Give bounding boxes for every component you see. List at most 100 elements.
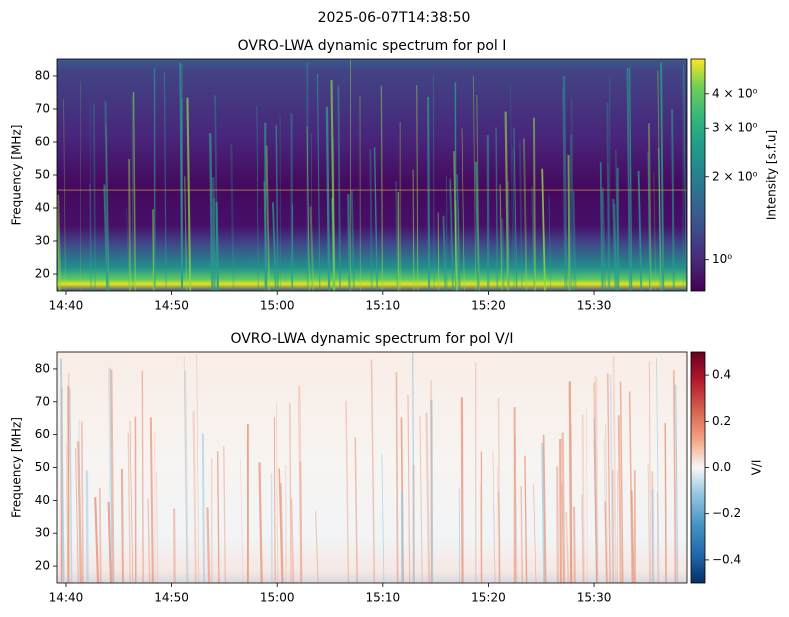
colorbar-tick-label: 2 × 10⁰ bbox=[712, 169, 758, 183]
burst bbox=[524, 455, 528, 583]
burst bbox=[519, 142, 523, 291]
burst bbox=[132, 91, 137, 291]
burst bbox=[265, 145, 271, 291]
burst bbox=[648, 361, 651, 583]
burst bbox=[656, 358, 660, 583]
burst bbox=[380, 85, 384, 291]
bursts bbox=[57, 59, 687, 291]
burst bbox=[345, 400, 350, 583]
burst bbox=[184, 176, 188, 291]
burst bbox=[412, 169, 415, 291]
burst bbox=[306, 62, 309, 291]
burst bbox=[629, 67, 633, 291]
burst bbox=[594, 376, 599, 583]
burst bbox=[316, 73, 321, 291]
y-tick-label: 20 bbox=[35, 267, 50, 281]
burst bbox=[541, 168, 546, 291]
burst bbox=[512, 147, 516, 291]
burst bbox=[407, 395, 411, 583]
y-tick-label: 20 bbox=[35, 559, 50, 573]
burst bbox=[395, 180, 399, 291]
burst bbox=[370, 359, 376, 583]
burst bbox=[567, 155, 571, 291]
burst bbox=[89, 183, 93, 291]
burst bbox=[425, 412, 431, 583]
burst bbox=[647, 151, 651, 291]
x-tick-label: 15:20 bbox=[471, 299, 506, 313]
burst bbox=[298, 385, 303, 583]
x-tick-label: 14:40 bbox=[49, 299, 84, 313]
burst bbox=[562, 75, 568, 291]
colorbar-tick-label: 4 × 10⁰ bbox=[712, 86, 758, 100]
burst bbox=[192, 410, 197, 583]
burst bbox=[616, 167, 620, 291]
burst bbox=[306, 126, 310, 291]
burst bbox=[275, 125, 279, 291]
colorbar-tick-label: 0.4 bbox=[712, 368, 731, 382]
burst bbox=[337, 85, 341, 291]
burst bbox=[256, 106, 259, 291]
panel-title: OVRO-LWA dynamic spectrum for pol V/I bbox=[230, 331, 513, 347]
burst bbox=[653, 172, 657, 291]
burst bbox=[499, 184, 503, 291]
burst bbox=[561, 432, 566, 583]
burst bbox=[581, 494, 584, 583]
y-tick-label: 80 bbox=[35, 68, 50, 82]
burst bbox=[98, 488, 102, 583]
burst bbox=[141, 370, 144, 583]
burst bbox=[475, 161, 480, 291]
x-tick-label: 14:50 bbox=[154, 591, 189, 605]
burst bbox=[325, 106, 331, 291]
burst bbox=[541, 442, 546, 583]
burst bbox=[57, 194, 62, 291]
burst bbox=[416, 85, 419, 291]
burst bbox=[472, 75, 477, 291]
burst bbox=[350, 190, 355, 291]
burst bbox=[77, 441, 83, 583]
burst bbox=[606, 102, 610, 291]
colorbar-label: V/I bbox=[750, 460, 764, 476]
burst bbox=[381, 453, 385, 583]
burst bbox=[419, 415, 423, 583]
burst bbox=[617, 415, 622, 583]
burst bbox=[497, 466, 499, 583]
burst bbox=[586, 409, 588, 583]
burst bbox=[94, 497, 100, 583]
burst bbox=[206, 507, 211, 583]
burst bbox=[628, 391, 634, 583]
burst bbox=[507, 180, 510, 291]
burst bbox=[103, 184, 109, 291]
burst bbox=[437, 212, 440, 291]
burst bbox=[683, 65, 687, 291]
burst bbox=[212, 198, 217, 291]
burst bbox=[280, 483, 284, 583]
burst bbox=[548, 195, 552, 291]
burst bbox=[63, 99, 66, 291]
burst bbox=[607, 373, 611, 583]
burst bbox=[604, 423, 609, 583]
burst bbox=[523, 138, 528, 291]
y-tick-label: 60 bbox=[35, 427, 50, 441]
burst bbox=[297, 386, 302, 583]
burst bbox=[433, 75, 435, 291]
burst bbox=[570, 98, 575, 291]
y-tick-label: 30 bbox=[35, 526, 50, 540]
y-tick-label: 40 bbox=[35, 201, 50, 215]
y-tick-label: 30 bbox=[35, 234, 50, 248]
burst bbox=[239, 459, 244, 583]
burst bbox=[258, 462, 263, 583]
burst bbox=[152, 209, 155, 291]
burst bbox=[612, 356, 617, 583]
burst bbox=[69, 388, 73, 583]
burst bbox=[604, 501, 608, 583]
burst bbox=[217, 451, 220, 583]
burst bbox=[671, 108, 675, 291]
burst bbox=[492, 501, 495, 583]
y-tick-label: 60 bbox=[35, 134, 50, 148]
burst bbox=[155, 471, 159, 583]
burst bbox=[651, 488, 655, 583]
burst bbox=[411, 352, 415, 583]
burst bbox=[581, 414, 585, 583]
burst bbox=[675, 384, 679, 583]
